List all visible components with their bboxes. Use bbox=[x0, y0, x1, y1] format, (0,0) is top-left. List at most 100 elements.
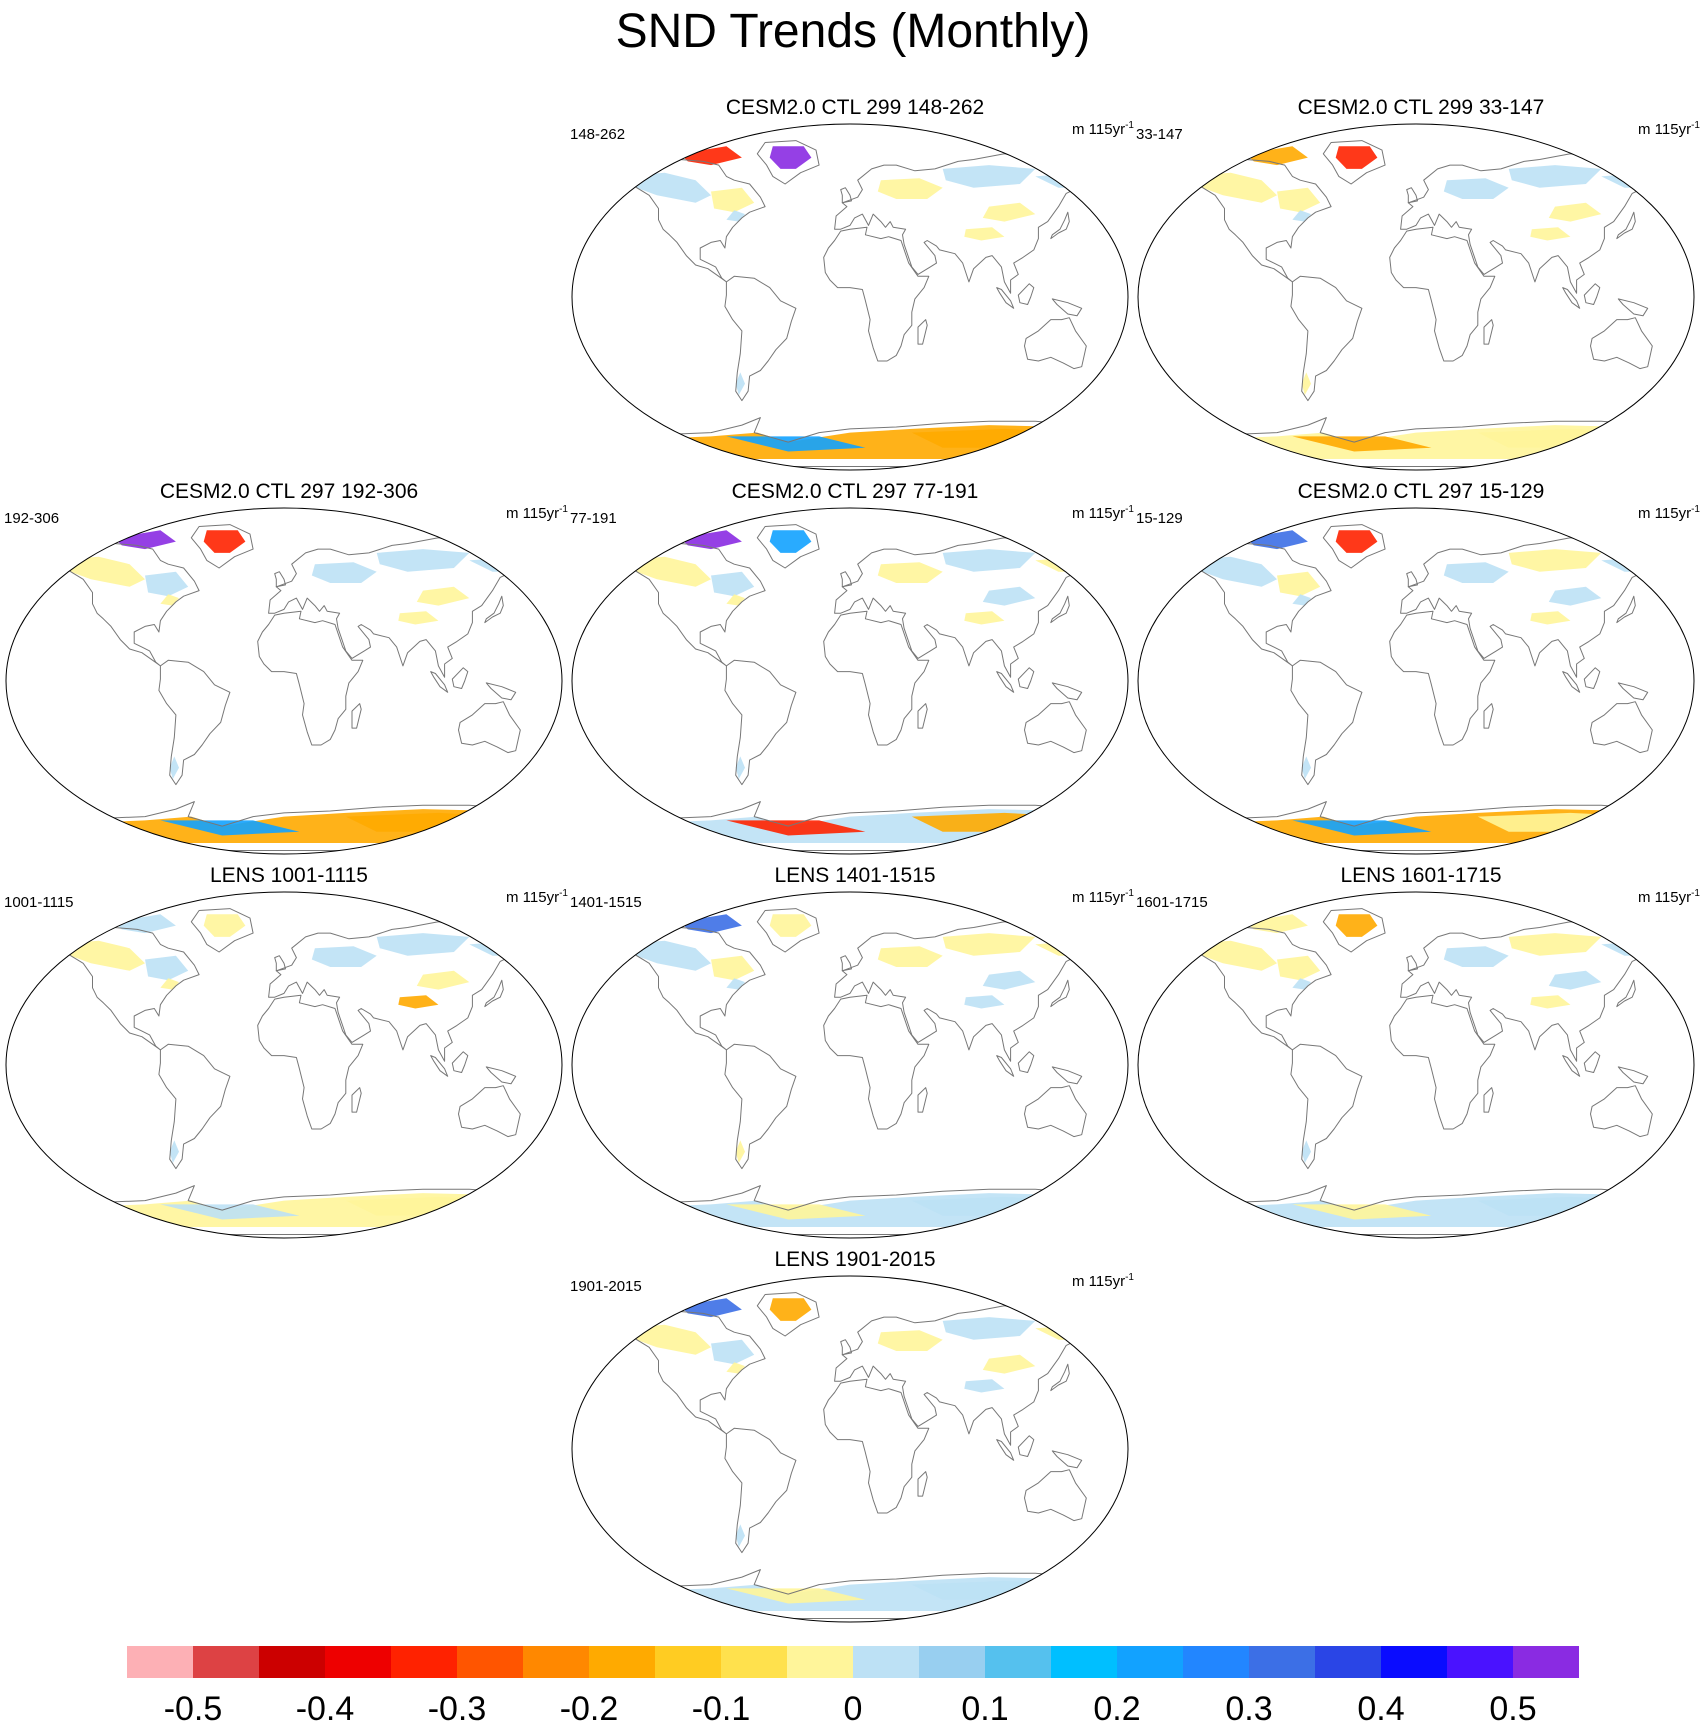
coastline-eurasia bbox=[834, 1305, 1128, 1446]
coastline-borneo bbox=[1583, 1051, 1601, 1073]
coastline-madagascar bbox=[917, 1087, 928, 1113]
coastline-africa bbox=[823, 1378, 930, 1514]
panel-period-label: 33-147 bbox=[1136, 126, 1183, 143]
colorbar-bin bbox=[919, 1646, 985, 1678]
map-panel: CESM2.0 CTL 297 192-306 192-306 m 115yr-… bbox=[4, 480, 574, 860]
trend-field bbox=[982, 970, 1036, 990]
units-exponent: -1 bbox=[559, 888, 568, 899]
trend-field bbox=[877, 1330, 943, 1351]
trend-field bbox=[726, 436, 866, 452]
panel-title: LENS 1601-1715 bbox=[1340, 864, 1502, 887]
map-boundary bbox=[1137, 123, 1695, 471]
coastline-australia bbox=[458, 1085, 521, 1138]
colorbar-bin bbox=[325, 1646, 391, 1678]
coastline-borneo bbox=[1583, 667, 1601, 689]
panel-title: CESM2.0 CTL 297 15-129 bbox=[1297, 480, 1545, 503]
map-boundary bbox=[571, 123, 1129, 471]
coastline-new-zealand bbox=[1673, 746, 1692, 769]
trend-field bbox=[345, 1196, 516, 1216]
colorbar: -0.5 -0.4 -0.3 -0.2 -0.1 0 0.1 0.2 0.3 0.4 0.5 bbox=[127, 1646, 1579, 1724]
panel-period-label: 1901-2015 bbox=[570, 1278, 642, 1295]
colorbar-tick-label: 0.3 bbox=[1225, 1690, 1272, 1724]
trend-field bbox=[145, 955, 189, 981]
units-text: m 115yr bbox=[506, 505, 560, 522]
panel-units: m 115yr-1 bbox=[1072, 504, 1134, 525]
map-panel: CESM2.0 CTL 297 77-191 77-191 m 115yr-1 bbox=[570, 480, 1140, 860]
trend-field bbox=[1335, 146, 1378, 169]
coastline-british-isles bbox=[1406, 187, 1418, 204]
trend-field bbox=[1301, 372, 1311, 395]
trend-field bbox=[1443, 946, 1509, 967]
coastline-sumatra bbox=[430, 1055, 449, 1077]
coastline-japan bbox=[1050, 979, 1070, 1008]
colorbar-bin bbox=[1183, 1646, 1249, 1678]
coastline-north-america bbox=[24, 543, 200, 667]
world-map bbox=[5, 891, 563, 1239]
coastline-africa bbox=[823, 610, 930, 746]
coastline-greenland bbox=[1322, 524, 1386, 569]
trend-field bbox=[964, 227, 1005, 241]
coastline-new-zealand bbox=[1107, 746, 1126, 769]
coastline-australia bbox=[1024, 701, 1087, 754]
coastline-australia bbox=[1024, 1469, 1087, 1522]
coastline-north-america bbox=[24, 927, 200, 1051]
trend-field bbox=[345, 812, 516, 832]
colorbar-tick-label: -0.4 bbox=[296, 1690, 355, 1724]
coastline-south-america bbox=[1290, 275, 1363, 402]
coastline-borneo bbox=[1017, 283, 1035, 305]
coastline-new-guinea bbox=[1617, 298, 1649, 317]
colorbar-bin bbox=[721, 1646, 787, 1678]
trend-field bbox=[769, 146, 812, 169]
trend-field bbox=[398, 611, 439, 625]
trend-field bbox=[1477, 428, 1648, 448]
colorbar-tick-label: -0.2 bbox=[560, 1690, 619, 1724]
trend-field bbox=[911, 1196, 1082, 1216]
coastline-north-america bbox=[1156, 543, 1332, 667]
coastline-africa bbox=[1389, 994, 1496, 1130]
map-panel: CESM2.0 CTL 299 148-262 148-262 m 115yr-… bbox=[570, 96, 1140, 476]
coastline-africa bbox=[257, 610, 364, 746]
coastline-south-america bbox=[158, 1043, 231, 1170]
map-boundary bbox=[1137, 891, 1695, 1239]
colorbar-bin bbox=[259, 1646, 325, 1678]
coastline-south-america bbox=[724, 1043, 797, 1170]
coastline-greenland bbox=[190, 908, 254, 953]
trend-field bbox=[160, 1204, 300, 1220]
colorbar-bin bbox=[853, 1646, 919, 1678]
coastline-greenland bbox=[756, 1292, 820, 1337]
coastline-new-guinea bbox=[1051, 1450, 1083, 1469]
coastline-south-america bbox=[724, 1427, 797, 1554]
trend-field bbox=[1292, 1204, 1432, 1220]
coastline-greenland bbox=[190, 524, 254, 569]
colorbar-bin bbox=[523, 1646, 589, 1678]
coastline-madagascar bbox=[1483, 1087, 1494, 1113]
coastline-north-america bbox=[1156, 927, 1332, 1051]
trend-field bbox=[1530, 995, 1571, 1009]
colorbar-tick-label: -0.3 bbox=[428, 1690, 487, 1724]
trend-field bbox=[942, 1317, 1036, 1340]
coastline-new-guinea bbox=[1617, 682, 1649, 701]
colorbar-bin bbox=[1249, 1646, 1315, 1678]
coastline-japan bbox=[1050, 595, 1070, 624]
trend-field bbox=[911, 1580, 1082, 1600]
units-exponent: -1 bbox=[1125, 888, 1134, 899]
coastline-australia bbox=[1024, 317, 1087, 370]
coastline-borneo bbox=[451, 1051, 469, 1073]
coastline-africa bbox=[1389, 226, 1496, 362]
coastline-new-zealand bbox=[541, 1130, 560, 1153]
trend-field bbox=[726, 820, 866, 836]
trend-field bbox=[1443, 562, 1509, 583]
panel-units: m 115yr-1 bbox=[506, 888, 568, 909]
units-exponent: -1 bbox=[1691, 504, 1700, 515]
world-map bbox=[1137, 507, 1695, 855]
trend-field bbox=[964, 1379, 1005, 1393]
map-boundary bbox=[571, 1275, 1129, 1623]
panel-period-label: 15-129 bbox=[1136, 510, 1183, 527]
trend-field bbox=[735, 1524, 745, 1547]
coastline-new-zealand bbox=[1673, 1130, 1692, 1153]
trend-field bbox=[711, 955, 755, 981]
coastline-british-isles bbox=[274, 955, 286, 972]
units-text: m 115yr bbox=[1638, 889, 1692, 906]
trend-field bbox=[1301, 756, 1311, 779]
trend-field bbox=[769, 1298, 812, 1321]
